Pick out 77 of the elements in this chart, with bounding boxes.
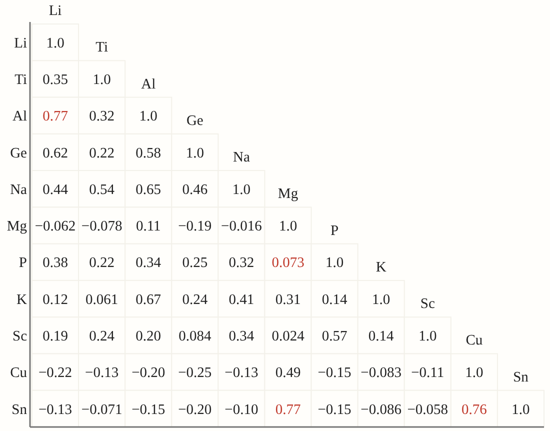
data-label: 0.024 — [272, 328, 306, 344]
data-label: 0.57 — [322, 328, 348, 344]
data-label: 1.0 — [46, 35, 64, 52]
data-label: 0.34 — [136, 255, 162, 272]
data-label: 0.35 — [42, 72, 68, 88]
data-label: −0.058 — [407, 402, 448, 418]
data-label: 0.061 — [86, 292, 118, 308]
data-label: 0.20 — [136, 328, 162, 344]
data-label: 1.0 — [325, 255, 344, 272]
data-label: 0.54 — [89, 182, 116, 198]
data-label: 0.67 — [136, 292, 162, 308]
y-tick-label: Sn — [12, 402, 28, 418]
data-label: 1.0 — [139, 108, 158, 125]
data-label: −0.20 — [132, 365, 166, 382]
data-label: 0.58 — [136, 145, 162, 162]
data-label: 1.0 — [512, 402, 530, 418]
data-label: 0.11 — [136, 218, 161, 235]
data-label: 1.0 — [418, 328, 437, 344]
data-label: −0.13 — [85, 365, 119, 382]
data-label: −0.15 — [318, 402, 352, 418]
data-label: 0.32 — [228, 255, 254, 272]
data-label: 0.41 — [228, 292, 254, 308]
data-label: 0.25 — [182, 255, 208, 272]
data-label: −0.062 — [34, 218, 76, 235]
data-label: 0.77 — [275, 402, 301, 418]
data-label: −0.078 — [81, 218, 122, 235]
y-tick-label: P — [18, 255, 27, 272]
data-label: −0.20 — [178, 402, 212, 418]
data-label: 1.0 — [278, 218, 298, 235]
data-label: 0.65 — [136, 182, 162, 198]
data-label: 0.22 — [89, 145, 115, 162]
y-tick-label: K — [16, 292, 28, 308]
data-label: 1.0 — [372, 292, 390, 308]
y-tick-label: Al — [12, 108, 27, 125]
data-label: 1.0 — [92, 72, 111, 88]
data-label: 1.0 — [232, 182, 251, 198]
y-tick-label: Sc — [12, 328, 27, 344]
data-label: 0.084 — [178, 328, 212, 344]
data-label: 0.38 — [42, 255, 68, 272]
data-label: −0.13 — [38, 402, 72, 418]
y-tick-label: Cu — [10, 365, 27, 382]
data-label: 0.32 — [89, 108, 115, 125]
data-label: −0.22 — [38, 365, 72, 382]
data-label: −0.016 — [221, 218, 262, 235]
data-label: −0.071 — [81, 402, 122, 418]
data-label: 0.22 — [89, 255, 115, 272]
data-label: 0.14 — [322, 292, 348, 308]
data-label: 0.12 — [42, 292, 68, 308]
data-label: 0.46 — [182, 182, 208, 198]
data-label: 0.31 — [275, 292, 301, 308]
data-label: 0.76 — [461, 402, 487, 418]
data-label: 0.19 — [42, 328, 68, 344]
y-tick-label: Ti — [14, 72, 27, 88]
data-label: 0.24 — [89, 328, 116, 344]
y-tick-label: Mg — [6, 218, 27, 235]
data-label: 0.34 — [228, 328, 255, 344]
data-label: 0.49 — [275, 365, 301, 382]
y-tick-label: Li — [14, 35, 27, 52]
data-label: 1.0 — [465, 365, 484, 382]
data-label: −0.13 — [224, 365, 258, 382]
data-label: 0.073 — [272, 255, 304, 272]
data-label: 1.0 — [186, 145, 204, 162]
data-label: −0.15 — [132, 402, 166, 418]
data-label: −0.25 — [178, 365, 212, 382]
data-label: 0.77 — [42, 108, 68, 125]
data-label: −0.19 — [178, 218, 212, 235]
data-label: −0.15 — [318, 365, 352, 382]
data-label: 0.44 — [42, 182, 69, 198]
data-label: −0.11 — [411, 365, 444, 382]
y-tick-label: Na — [10, 182, 28, 198]
y-tick-label: Ge — [10, 145, 27, 162]
data-label: −0.086 — [360, 402, 402, 418]
data-label: 0.14 — [368, 328, 395, 344]
data-label: −0.083 — [360, 365, 402, 382]
data-label: 0.62 — [42, 145, 68, 162]
data-label: −0.10 — [224, 402, 258, 418]
data-label: 0.24 — [182, 292, 208, 308]
